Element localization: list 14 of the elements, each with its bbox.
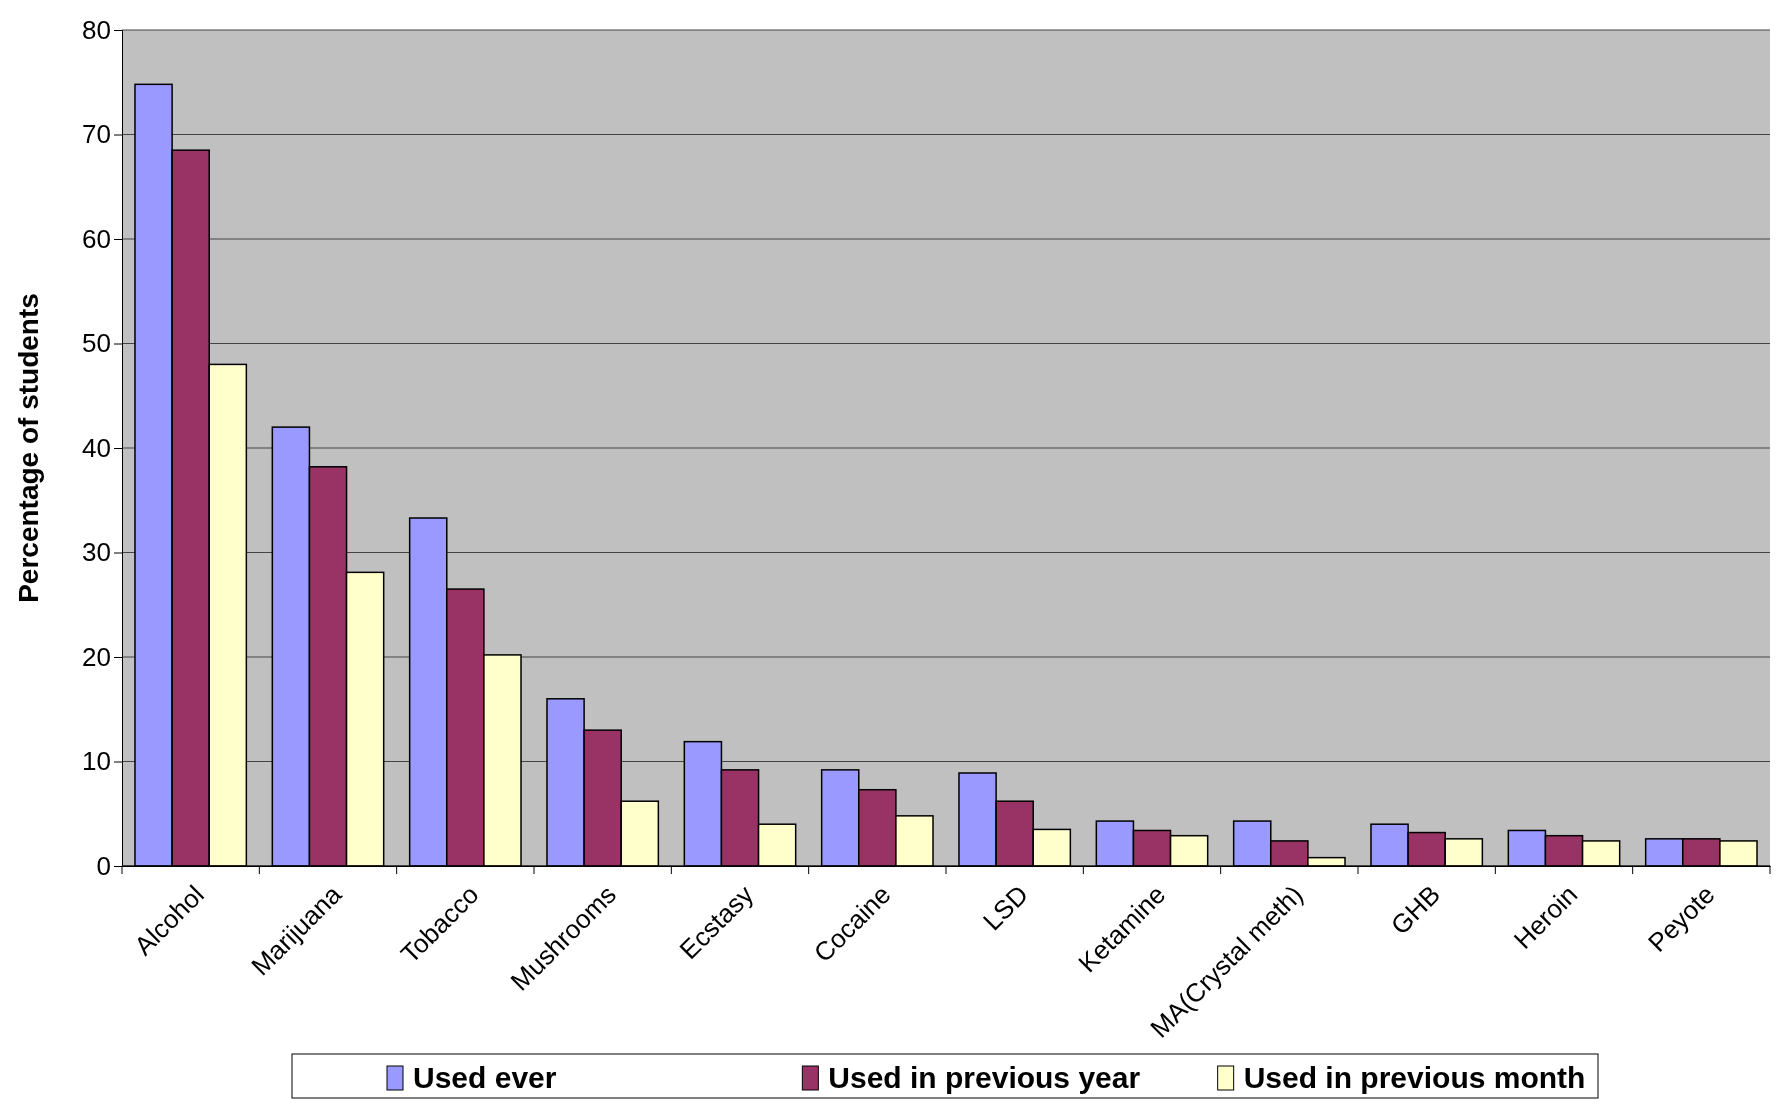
y-tick-label: 10	[82, 746, 111, 777]
legend-label: Used ever	[413, 1061, 557, 1094]
x-tick-label: LSD	[976, 879, 1034, 937]
y-tick-label: 40	[82, 432, 111, 463]
legend-label: Used in previous month	[1243, 1061, 1586, 1094]
y-tick-label: 30	[82, 537, 111, 568]
y-tick-label: 0	[96, 850, 111, 881]
y-tick-label: 60	[82, 223, 111, 254]
legend-label: Used in previous year	[828, 1061, 1141, 1094]
y-axis-title: Percentage of students	[13, 293, 44, 603]
y-tick-label: 80	[82, 14, 111, 45]
y-tick-label: 20	[82, 641, 111, 672]
y-tick-label: 50	[82, 328, 111, 359]
y-tick-label: 70	[82, 119, 111, 150]
